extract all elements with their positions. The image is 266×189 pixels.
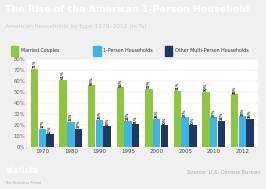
- Text: 23%: 23%: [69, 113, 73, 121]
- Bar: [246, 119, 254, 147]
- Text: 1-Person Households: 1-Person Households: [103, 48, 153, 53]
- Bar: [117, 88, 124, 147]
- Text: statista: statista: [5, 166, 38, 175]
- Text: 48%: 48%: [232, 85, 236, 94]
- Bar: [189, 125, 197, 147]
- Bar: [103, 126, 111, 147]
- Bar: [161, 125, 168, 147]
- Bar: [132, 124, 139, 147]
- Bar: [174, 91, 181, 147]
- Text: 27%: 27%: [212, 109, 216, 117]
- Bar: [93, 46, 101, 56]
- Bar: [202, 92, 210, 147]
- Text: 53%: 53%: [147, 80, 151, 88]
- Bar: [218, 121, 225, 147]
- Text: 20%: 20%: [162, 116, 166, 125]
- Text: Married Couples: Married Couples: [21, 48, 59, 53]
- Text: The Statistics Portal: The Statistics Portal: [5, 181, 41, 185]
- Text: 50%: 50%: [204, 83, 208, 91]
- Text: 21%: 21%: [134, 115, 138, 124]
- Bar: [153, 119, 160, 147]
- Bar: [67, 122, 74, 147]
- Text: 27%: 27%: [183, 109, 187, 117]
- Text: 19%: 19%: [105, 117, 109, 126]
- Bar: [210, 117, 217, 147]
- Bar: [11, 46, 18, 56]
- Bar: [75, 129, 82, 147]
- Bar: [60, 80, 67, 147]
- Text: 56%: 56%: [90, 76, 94, 85]
- Text: 12%: 12%: [48, 125, 52, 134]
- Bar: [124, 121, 132, 147]
- Text: 54%: 54%: [118, 79, 122, 87]
- Text: American households by type 1970–2012 (in %): American households by type 1970–2012 (i…: [5, 24, 147, 29]
- Text: 28%: 28%: [240, 108, 244, 116]
- Text: 26%: 26%: [155, 110, 159, 118]
- Text: 61%: 61%: [61, 71, 65, 79]
- Text: 24%: 24%: [219, 112, 223, 120]
- Text: Source: U.S. Census Bureau: Source: U.S. Census Bureau: [187, 170, 261, 175]
- Bar: [88, 85, 95, 147]
- Text: 51%: 51%: [176, 82, 180, 90]
- Bar: [145, 89, 153, 147]
- Text: 25%: 25%: [97, 111, 101, 119]
- Text: 20%: 20%: [191, 116, 195, 125]
- Text: Other Multi-Person Households: Other Multi-Person Households: [175, 48, 249, 53]
- Bar: [165, 46, 172, 56]
- Text: 24%: 24%: [126, 112, 130, 120]
- Bar: [181, 117, 189, 147]
- Text: 71%: 71%: [33, 60, 37, 68]
- Bar: [96, 120, 103, 147]
- Bar: [31, 69, 38, 147]
- Text: 17%: 17%: [40, 120, 44, 128]
- Bar: [39, 129, 46, 147]
- Text: 26%: 26%: [248, 110, 252, 118]
- Bar: [231, 94, 238, 147]
- Text: 17%: 17%: [77, 120, 81, 128]
- Bar: [239, 116, 246, 147]
- Bar: [46, 134, 54, 147]
- Text: The Rise of the American 1-Person Household: The Rise of the American 1-Person Househ…: [5, 5, 250, 14]
